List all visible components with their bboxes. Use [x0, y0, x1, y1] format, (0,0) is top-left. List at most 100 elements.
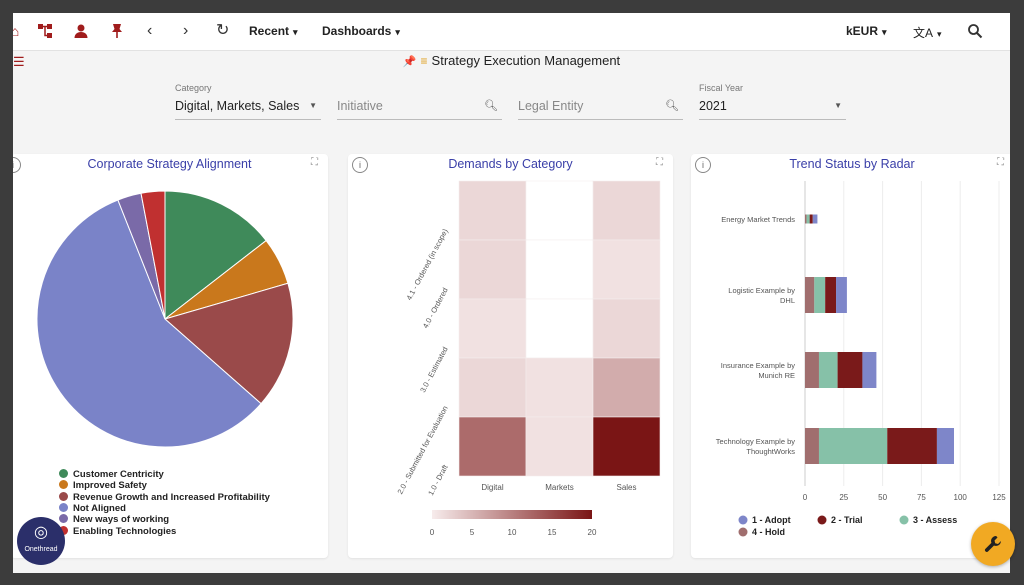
menu-icon[interactable]: ☰ [13, 54, 25, 69]
heatmap-cell [458, 416, 527, 477]
x-tick-label: 75 [917, 493, 926, 502]
trend-status-card: Trend Status by Radar i ⛶ 0 25 50 75 100 125 E… [691, 154, 1010, 558]
card-title: Demands by Category [448, 157, 573, 171]
bar-segment [805, 277, 815, 313]
heatmap-cell [525, 239, 594, 300]
page-title: 📌 ≡ Strategy Execution Management [13, 53, 1010, 68]
language-menu[interactable]: 文A ▾ [913, 24, 942, 41]
heatmap-cell [458, 239, 527, 300]
colorbar-tick-label: 10 [508, 528, 517, 537]
chevron-down-icon: ▾ [882, 27, 887, 37]
legend-dot [738, 527, 748, 537]
search-icon[interactable] [967, 23, 983, 39]
pie-chart [36, 190, 294, 448]
y-tick-label: Logistic Example by [728, 286, 795, 295]
home-icon[interactable]: ⌂ [13, 23, 20, 39]
dropdown-arrow-icon: ▼ [309, 101, 317, 110]
initiative-input[interactable]: Initiative 🔍︎ [337, 99, 502, 120]
recent-label: Recent [249, 24, 290, 38]
legend-label: New ways of working [73, 514, 170, 526]
initiative-filter[interactable]: Initiative 🔍︎ [337, 83, 502, 120]
legend-item[interactable]: Improved Safety [59, 480, 147, 491]
info-icon[interactable]: i [695, 157, 711, 173]
fiscal-year-filter[interactable]: Fiscal Year 2021 ▼ [699, 83, 846, 120]
currency-menu[interactable]: kEUR ▾ [846, 24, 887, 38]
heatmap-cell [525, 180, 594, 241]
chevron-down-icon: ▾ [293, 27, 298, 37]
x-tick-label: 25 [839, 493, 848, 502]
heatmap-cell [592, 416, 661, 477]
legend-dot [59, 502, 68, 512]
x-tick-label: Markets [545, 483, 573, 492]
heatmap-cell [592, 357, 661, 418]
forward-button[interactable]: › [183, 22, 189, 39]
expand-icon[interactable]: ⛶ [997, 157, 1004, 168]
category-select[interactable]: Digital, Markets, Sales ▼ [175, 99, 321, 120]
bar-segment [862, 352, 877, 388]
x-tick-label: Sales [616, 483, 636, 492]
fiscal-year-value: 2021 [699, 99, 727, 113]
legend-dot [59, 491, 68, 501]
legal-entity-input[interactable]: Legal Entity 🔍︎ [518, 99, 683, 120]
demands-by-category-card: Demands by Category i ⛶ Digital Markets Sa… [348, 154, 673, 558]
bar-segment [825, 277, 837, 313]
legend-item[interactable]: New ways of working [59, 514, 169, 525]
heatmap-cell [592, 239, 661, 300]
colorbar-tick-label: 20 [588, 528, 597, 537]
card-title: Trend Status by Radar [789, 157, 915, 171]
legend-label: Customer Centricity [73, 469, 164, 480]
legend-label: 2 - Trial [831, 515, 863, 525]
legend-dot [738, 515, 748, 525]
y-tick-label: 1.0 - Draft [426, 462, 450, 496]
hierarchy-icon[interactable] [37, 23, 53, 39]
pie-slice [163, 282, 294, 405]
legend-item[interactable]: Enabling Technologies [59, 525, 176, 537]
logo-text: Onethread [24, 546, 58, 553]
pin-icon[interactable]: 📌 [402, 56, 417, 68]
legal-entity-filter[interactable]: Legal Entity 🔍︎ [518, 83, 683, 120]
tools-fab-button[interactable] [971, 522, 1015, 566]
user-icon[interactable] [73, 23, 89, 39]
top-toolbar: ⌂ ‹ › ↻ Recent ▾ Dashboards ▾ kEUR ▾ 文A ▾ [13, 13, 1010, 51]
y-tick-label: DHL [780, 296, 795, 305]
dashboards-menu[interactable]: Dashboards ▾ [322, 24, 400, 38]
colorbar-tick-label: 15 [548, 528, 557, 537]
x-tick-label: 125 [992, 493, 1006, 502]
info-icon[interactable]: i [352, 157, 368, 173]
bar-segment [936, 428, 954, 464]
pie-slice [164, 190, 267, 321]
filter-icon[interactable]: ≡ [420, 54, 428, 68]
y-tick-label: ThoughtWorks [746, 447, 795, 456]
legend-dot [59, 514, 68, 524]
legend-dot [59, 469, 68, 478]
back-button[interactable]: ‹ [147, 22, 153, 39]
expand-icon[interactable]: ⛶ [656, 157, 663, 168]
recent-menu[interactable]: Recent ▾ [249, 24, 298, 38]
bar-segment [806, 214, 810, 224]
chevron-down-icon: ▾ [937, 29, 942, 39]
dropdown-arrow-icon: ▼ [834, 101, 842, 110]
chevron-down-icon: ▾ [395, 27, 400, 37]
heatmap-cell [458, 357, 527, 418]
bar-segment [887, 428, 937, 464]
legend-item[interactable]: Customer Centricity [59, 469, 164, 480]
pin-icon[interactable] [109, 23, 125, 39]
legend-item[interactable]: Revenue Growth and Increased Profitabili… [59, 491, 270, 503]
refresh-button[interactable]: ↻ [216, 22, 230, 39]
fiscal-year-select[interactable]: 2021 ▼ [699, 99, 846, 120]
bar-segment [814, 277, 826, 313]
card-title: Corporate Strategy Alignment [87, 157, 252, 171]
heatmap-cell [592, 298, 661, 359]
bar-segment [818, 352, 838, 388]
legend-dot [899, 515, 909, 525]
legend-dot [59, 480, 68, 490]
pie-slice [36, 199, 262, 448]
x-tick-label: 50 [878, 493, 887, 502]
heatmap-cell [458, 180, 527, 241]
category-filter[interactable]: Category Digital, Markets, Sales ▼ [175, 83, 321, 120]
expand-icon[interactable]: ⛶ [311, 157, 318, 168]
pie-slice [140, 190, 166, 320]
legend-item[interactable]: Not Aligned [59, 502, 126, 514]
legend-dot [817, 515, 827, 525]
